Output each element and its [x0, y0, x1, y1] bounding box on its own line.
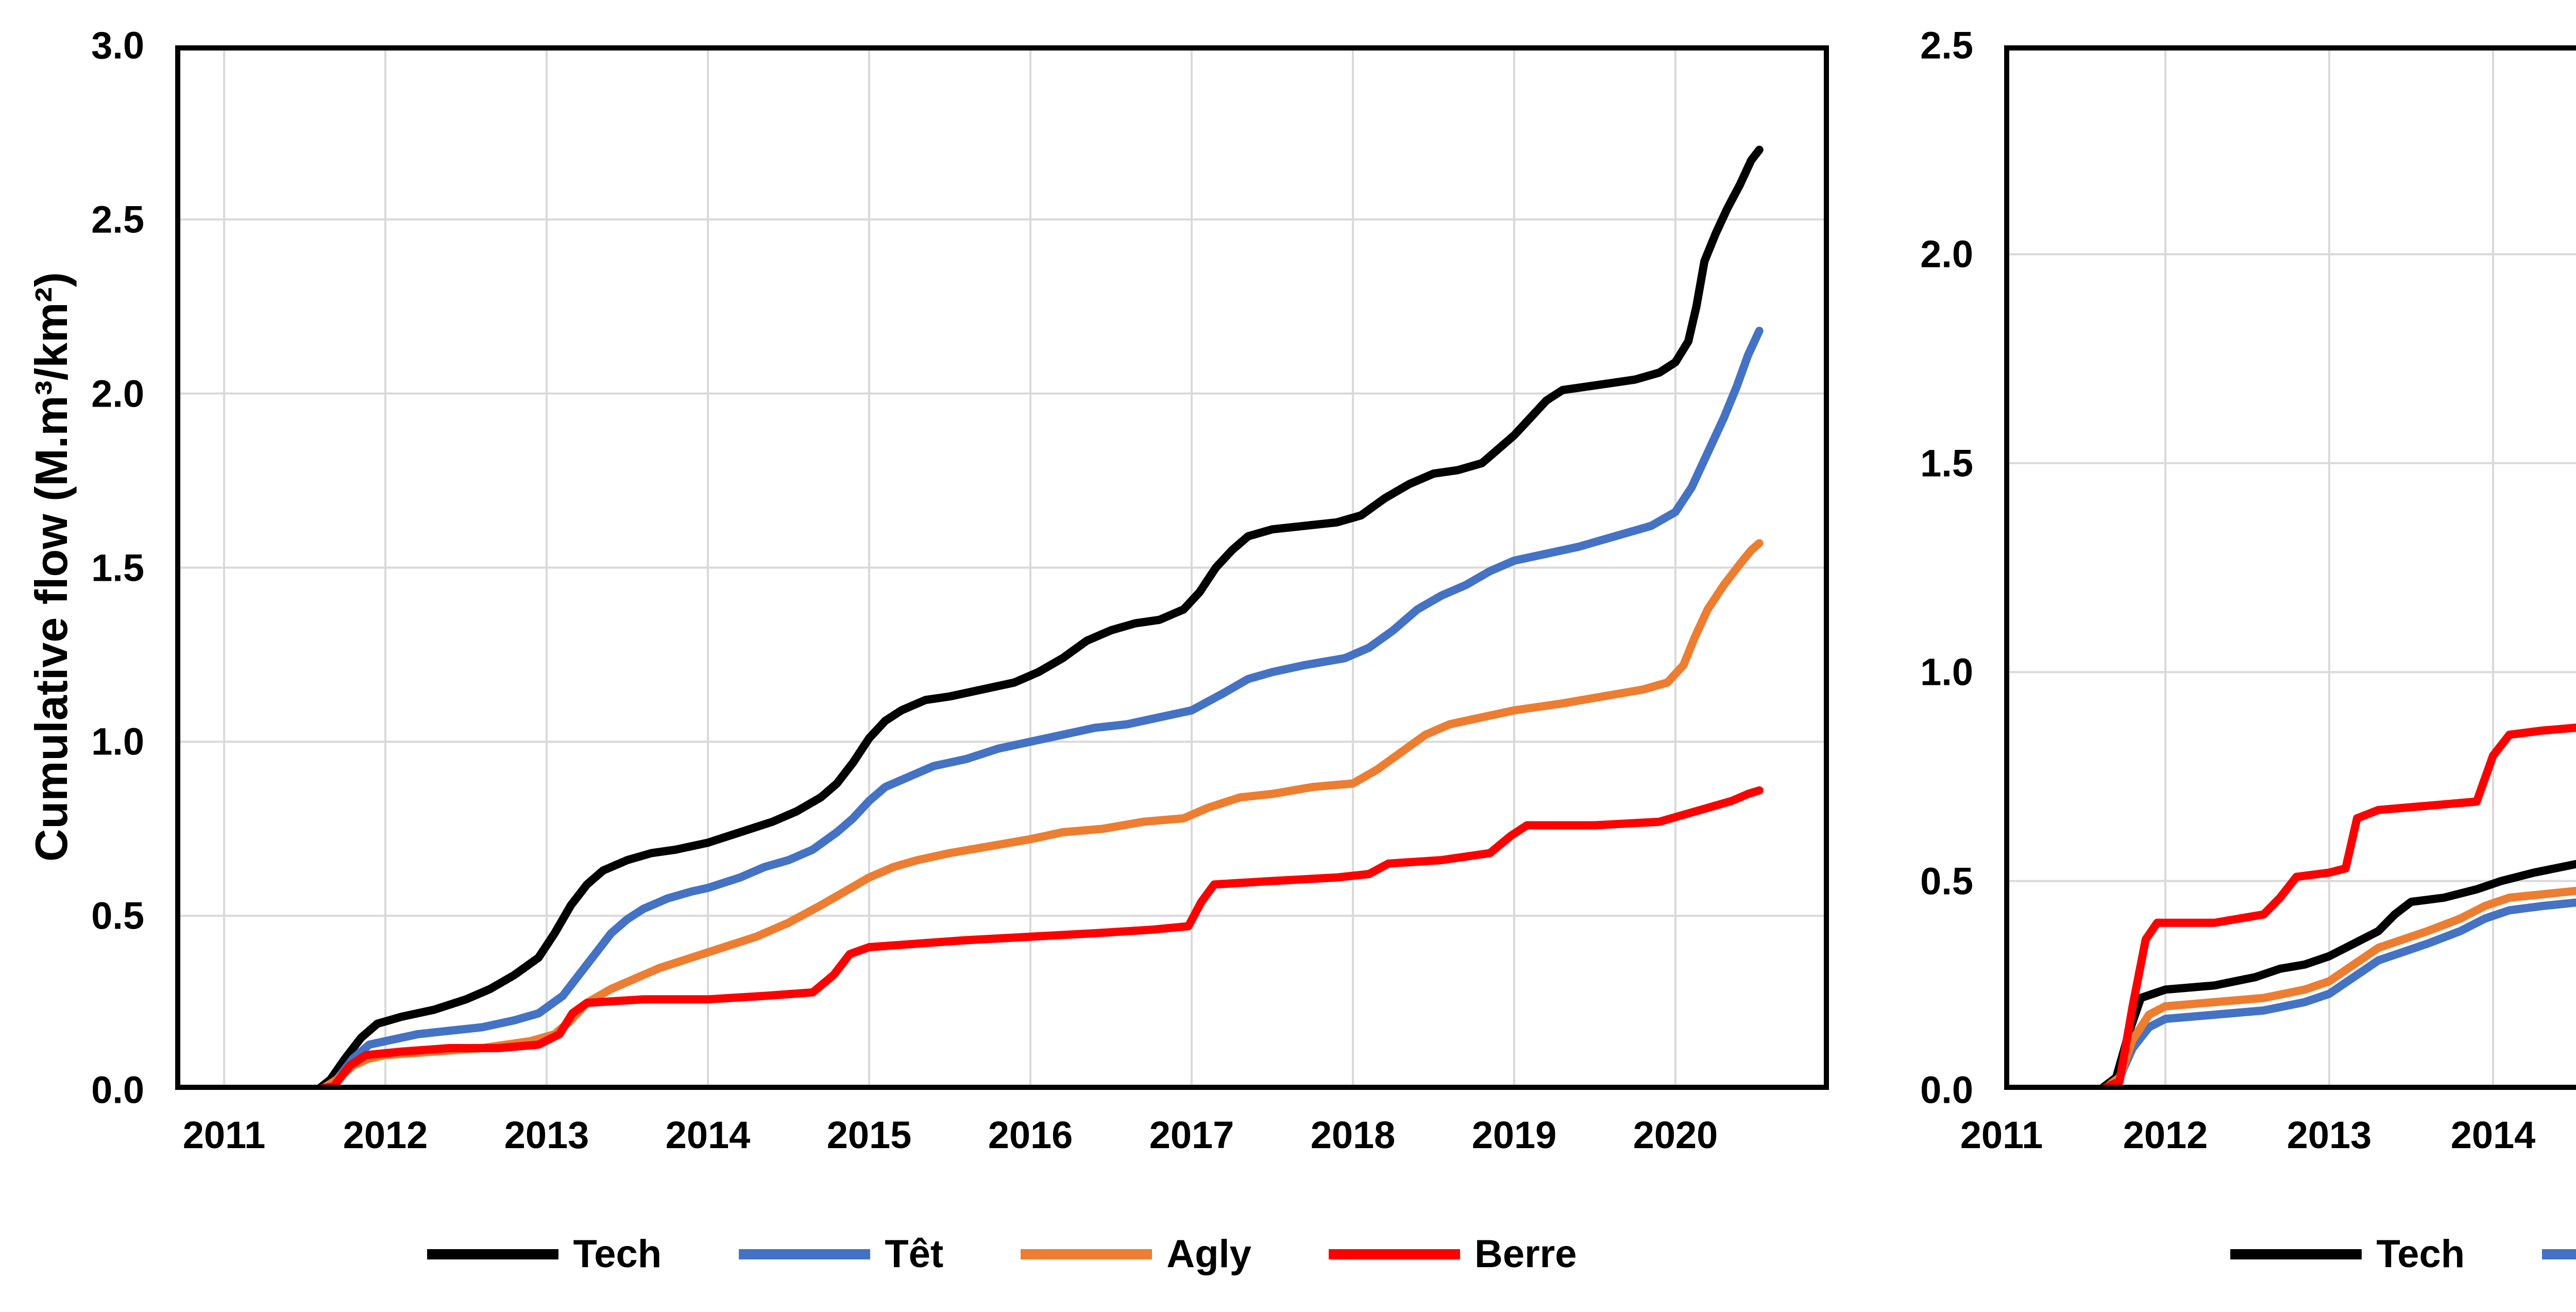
plot-area: [175, 45, 1829, 1090]
legend-label: Tech: [2376, 1232, 2465, 1276]
y-tick-label: 3.0: [91, 24, 144, 67]
x-tick-label: 2019: [1471, 1114, 1557, 1156]
legend: Tech Têt Agly Berre: [175, 1232, 1829, 1276]
series-line-têt: [316, 327, 1764, 1090]
legend-item-agly: Agly: [1021, 1232, 1251, 1276]
legend-label: Agly: [1166, 1232, 1251, 1276]
x-tick-label: 2011: [1960, 1114, 2043, 1156]
x-tick-label: 2014: [2450, 1114, 2536, 1156]
x-tick-label: 2017: [1149, 1114, 1234, 1156]
x-tick-label: 2013: [504, 1114, 589, 1156]
x-tick-label: 2012: [343, 1114, 428, 1156]
legend-item-tech: Tech: [427, 1232, 662, 1276]
plot-border: [2004, 45, 2576, 1090]
legend-label: Têt: [885, 1232, 944, 1276]
legend-item-tech: Tech: [2230, 1232, 2465, 1276]
series-line-berre: [309, 786, 1764, 1090]
legend-line-swatch-agly: [1021, 1249, 1153, 1259]
x-tick-label: 2011: [182, 1114, 266, 1156]
x-tick-label: 2012: [2123, 1114, 2208, 1156]
y-tick-label: 1.0: [1920, 650, 1973, 694]
y-tick-label: 2.5: [91, 198, 144, 241]
x-tick-label: 2020: [1633, 1114, 1718, 1156]
legend-label: Tech: [573, 1232, 662, 1276]
x-tick-label: 2013: [2286, 1114, 2372, 1156]
legend-line-swatch-berre: [1328, 1249, 1460, 1259]
y-tick-label: 2.0: [1920, 232, 1973, 276]
series-line-agly: [2099, 886, 2576, 1090]
legend-item-têt: Têt: [2542, 1232, 2576, 1276]
y-tick-label: 1.5: [1920, 442, 1973, 485]
series-line-tech: [2095, 860, 2576, 1090]
x-tick-label: 2018: [1310, 1114, 1396, 1156]
series-line-tech: [313, 145, 1764, 1090]
legend-line-swatch-tech: [427, 1249, 559, 1259]
legend-line-swatch-têt: [2542, 1249, 2576, 1259]
y-tick-label: 1.0: [91, 720, 144, 763]
plot-area: [2004, 45, 2576, 1090]
plot-border: [175, 45, 1829, 1090]
y-tick-label: 0.5: [1920, 860, 1973, 903]
y-tick-label: 0.5: [91, 894, 144, 937]
y-tick-label: 0.0: [1920, 1068, 1973, 1112]
y-tick-label: 1.5: [91, 546, 144, 589]
series-line-têt: [2099, 898, 2576, 1090]
legend-item-têt: Têt: [739, 1232, 943, 1276]
y-tick-label: 2.5: [1920, 24, 1973, 67]
x-tick-label: 2014: [665, 1114, 751, 1156]
y-tick-label: 0.0: [91, 1068, 144, 1112]
legend-label: Berre: [1474, 1232, 1577, 1276]
x-tick-label: 2016: [988, 1114, 1073, 1156]
legend-line-swatch-tech: [2230, 1249, 2362, 1259]
legend-line-swatch-têt: [739, 1249, 871, 1259]
y-tick-label: 2.0: [91, 372, 144, 415]
x-tick-label: 2015: [826, 1114, 912, 1156]
series-line-berre: [2095, 724, 2576, 1090]
series-line-agly: [316, 539, 1764, 1090]
legend-item-berre: Berre: [1328, 1232, 1577, 1276]
